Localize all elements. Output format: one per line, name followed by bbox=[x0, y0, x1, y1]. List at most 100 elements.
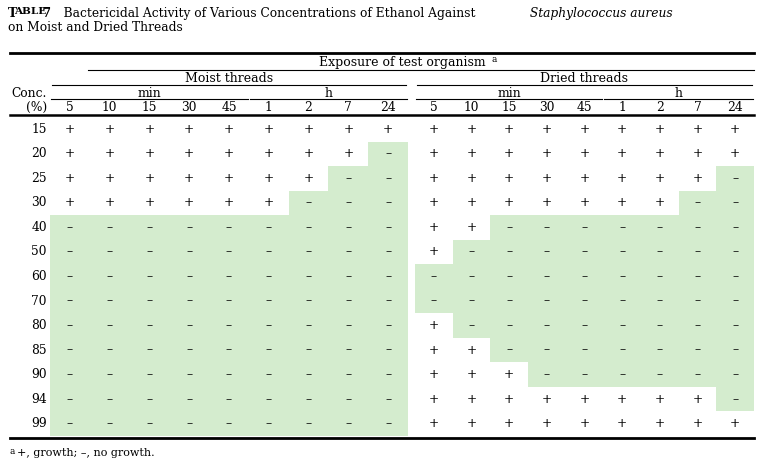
Text: 30: 30 bbox=[539, 101, 555, 114]
Bar bbox=[90, 215, 130, 239]
Text: +: + bbox=[542, 123, 552, 136]
Bar bbox=[249, 289, 289, 313]
Text: +: + bbox=[655, 147, 665, 160]
Text: –: – bbox=[544, 319, 550, 332]
Bar bbox=[328, 215, 368, 239]
Bar bbox=[249, 387, 289, 412]
Text: –: – bbox=[186, 294, 192, 307]
Text: 25: 25 bbox=[31, 172, 47, 185]
Text: –: – bbox=[266, 417, 272, 430]
Text: +: + bbox=[104, 147, 115, 160]
Bar bbox=[415, 362, 453, 387]
Text: +: + bbox=[303, 172, 314, 185]
Text: +: + bbox=[466, 344, 476, 357]
Bar bbox=[328, 166, 368, 191]
Text: –: – bbox=[306, 392, 312, 405]
Text: 50: 50 bbox=[31, 246, 47, 259]
Text: +: + bbox=[579, 172, 590, 185]
Text: +: + bbox=[542, 196, 552, 209]
Bar bbox=[90, 338, 130, 362]
Text: –: – bbox=[469, 246, 475, 259]
Text: –: – bbox=[186, 344, 192, 357]
Text: Dried threads: Dried threads bbox=[540, 72, 629, 85]
Text: +: + bbox=[693, 392, 703, 405]
Bar bbox=[130, 191, 169, 215]
Text: –: – bbox=[619, 221, 626, 234]
Bar bbox=[169, 191, 209, 215]
Text: +: + bbox=[655, 172, 665, 185]
Text: –: – bbox=[226, 392, 232, 405]
Text: +: + bbox=[184, 123, 194, 136]
Bar bbox=[90, 387, 130, 412]
Bar bbox=[565, 215, 604, 239]
Bar bbox=[368, 264, 408, 289]
Text: –: – bbox=[431, 294, 437, 307]
Bar bbox=[679, 387, 716, 412]
Text: h: h bbox=[674, 87, 683, 100]
Bar bbox=[50, 362, 90, 387]
Text: –: – bbox=[506, 246, 512, 259]
Bar bbox=[289, 412, 328, 436]
Text: –: – bbox=[186, 270, 192, 283]
Bar bbox=[169, 215, 209, 239]
Text: –: – bbox=[345, 246, 351, 259]
Bar bbox=[415, 141, 453, 166]
Text: –: – bbox=[67, 368, 73, 381]
Bar bbox=[90, 141, 130, 166]
Text: –: – bbox=[619, 270, 626, 283]
Text: –: – bbox=[694, 368, 700, 381]
Bar bbox=[641, 362, 679, 387]
Bar bbox=[289, 141, 328, 166]
Bar bbox=[249, 166, 289, 191]
Text: 1: 1 bbox=[618, 101, 626, 114]
Text: –: – bbox=[345, 196, 351, 209]
Bar bbox=[415, 338, 453, 362]
Text: –: – bbox=[732, 270, 738, 283]
Text: –: – bbox=[657, 221, 663, 234]
Text: –: – bbox=[694, 270, 700, 283]
Bar bbox=[328, 338, 368, 362]
Bar bbox=[604, 412, 641, 436]
Text: –: – bbox=[506, 294, 512, 307]
Text: 7: 7 bbox=[38, 7, 51, 20]
Bar bbox=[368, 166, 408, 191]
Bar bbox=[249, 412, 289, 436]
Bar bbox=[209, 191, 249, 215]
Text: –: – bbox=[694, 221, 700, 234]
Text: +: + bbox=[504, 172, 514, 185]
Text: –: – bbox=[657, 294, 663, 307]
Bar bbox=[604, 289, 641, 313]
Text: 45: 45 bbox=[577, 101, 592, 114]
Bar bbox=[90, 289, 130, 313]
Text: –: – bbox=[385, 368, 391, 381]
Text: –: – bbox=[226, 319, 232, 332]
Bar bbox=[528, 412, 565, 436]
Text: +: + bbox=[730, 147, 740, 160]
Bar bbox=[453, 191, 490, 215]
Bar bbox=[604, 387, 641, 412]
Bar bbox=[209, 289, 249, 313]
Text: +: + bbox=[730, 123, 740, 136]
Bar bbox=[490, 191, 528, 215]
Bar bbox=[50, 313, 90, 338]
Bar bbox=[130, 387, 169, 412]
Text: 2: 2 bbox=[656, 101, 664, 114]
Text: +: + bbox=[303, 123, 314, 136]
Text: –: – bbox=[544, 344, 550, 357]
Bar bbox=[209, 387, 249, 412]
Text: a: a bbox=[492, 55, 498, 64]
Text: min: min bbox=[498, 87, 521, 100]
Bar bbox=[716, 387, 754, 412]
Text: –: – bbox=[385, 294, 391, 307]
Text: –: – bbox=[146, 392, 152, 405]
Bar bbox=[453, 141, 490, 166]
Text: –: – bbox=[506, 344, 512, 357]
Text: –: – bbox=[619, 246, 626, 259]
Bar bbox=[169, 362, 209, 387]
Text: +: + bbox=[466, 147, 476, 160]
Text: –: – bbox=[306, 417, 312, 430]
Bar bbox=[604, 117, 641, 141]
Text: +: + bbox=[655, 196, 665, 209]
Text: min: min bbox=[138, 87, 162, 100]
Bar bbox=[528, 387, 565, 412]
